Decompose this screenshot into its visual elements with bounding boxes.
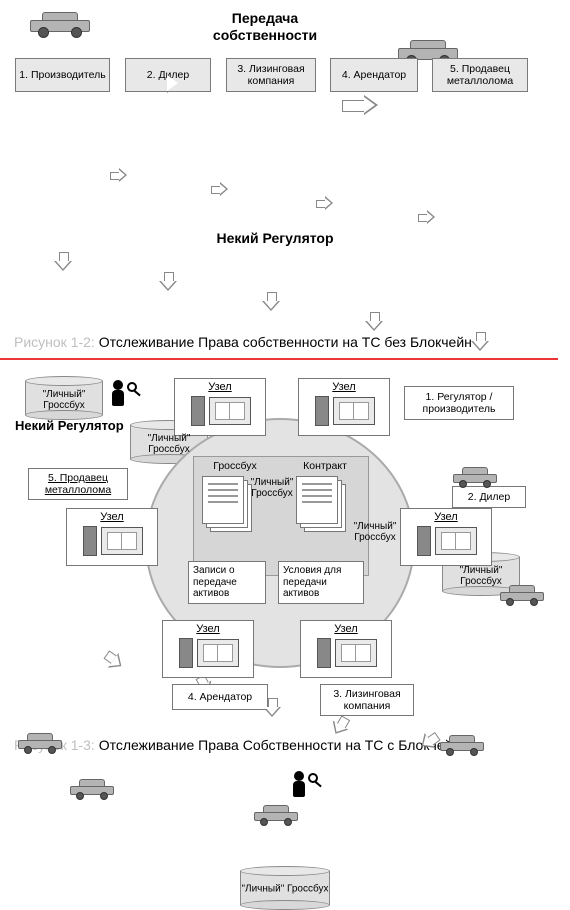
figure-1: Передача собственности 1. Производитель … bbox=[0, 0, 570, 330]
arrow-down-icon bbox=[262, 292, 280, 312]
regulator-label: Некий Регулятор bbox=[190, 230, 360, 247]
ledger-label: "Личный" Гроссбух bbox=[130, 433, 208, 455]
node-title: Узел bbox=[401, 511, 491, 523]
arrow-down-icon bbox=[471, 332, 489, 352]
ledger-cylinder: "Личный" Гроссбух bbox=[240, 866, 330, 910]
arrow-right-icon bbox=[418, 210, 436, 224]
caption-text: Отслеживание Права собственности на ТС б… bbox=[99, 334, 472, 350]
node-box: Узел bbox=[174, 378, 266, 436]
figure-2: Некий Регулятор Гроссбух Контракт Записи… bbox=[0, 368, 570, 733]
arrow-down-icon bbox=[159, 272, 177, 292]
fig1-header: Передача собственности bbox=[200, 10, 330, 44]
stage-box: 4. Арендатор bbox=[330, 58, 418, 92]
car-icon bbox=[440, 734, 484, 756]
contract-note: Условия для передачи активов bbox=[278, 561, 364, 604]
car-icon bbox=[70, 778, 114, 800]
node-box: Узел bbox=[300, 620, 392, 678]
node-title: Узел bbox=[299, 381, 389, 393]
participant-label: 3. Лизинговая компания bbox=[324, 688, 410, 712]
participant-label: 1. Регулятор / производитель bbox=[408, 391, 510, 415]
node-box: Узел bbox=[162, 620, 254, 678]
ledger-label: "Личный" Гроссбух bbox=[336, 521, 414, 543]
arrow-right-icon bbox=[211, 182, 229, 196]
ledger-label: "Личный" Гроссбух bbox=[442, 565, 520, 587]
node-title: Узел bbox=[67, 511, 157, 523]
node-title: Узел bbox=[175, 381, 265, 393]
stage-box: 3. Лизинговая компания bbox=[226, 58, 316, 92]
stage-label: 4. Арендатор bbox=[342, 69, 406, 81]
divider bbox=[0, 358, 558, 360]
figure-2-caption: Рисунок 1-3: Отслеживание Права Собствен… bbox=[0, 733, 570, 757]
car-icon bbox=[30, 10, 90, 38]
center-ledger-label: Гроссбух bbox=[200, 460, 270, 472]
regulator-icon bbox=[105, 380, 131, 412]
stage-box: 5. Продавец металлолома bbox=[432, 58, 528, 92]
participant-label: 2. Дилер bbox=[468, 491, 510, 503]
arrow-right-icon bbox=[110, 168, 128, 182]
ledger-label: "Личный" Гроссбух bbox=[25, 389, 103, 411]
participant-label: 4. Арендатор bbox=[188, 691, 252, 703]
stage-label: 1. Производитель bbox=[19, 69, 105, 81]
node-box: Узел bbox=[298, 378, 390, 436]
participant-box: 2. Дилер bbox=[452, 486, 526, 508]
ledger-label: "Личный" Гроссбух bbox=[233, 477, 311, 499]
center-contract-label: Контракт bbox=[290, 460, 360, 472]
participant-label: 5. Продавец металлолома bbox=[32, 472, 124, 496]
node-box: Узел bbox=[66, 508, 158, 566]
regulator-icon bbox=[286, 771, 312, 803]
ledger-note: Записи о передаче активов bbox=[188, 561, 266, 604]
arrow-down-icon bbox=[365, 312, 383, 332]
regulator-label: Некий Регулятор bbox=[15, 418, 155, 433]
participant-box: 5. Продавец металлолома bbox=[28, 468, 128, 500]
car-icon bbox=[500, 584, 544, 606]
participant-box: 1. Регулятор / производитель bbox=[404, 386, 514, 420]
ledger-label: "Личный" Гроссбух bbox=[240, 884, 330, 895]
arrow-down-icon bbox=[54, 252, 72, 272]
car-icon bbox=[453, 466, 497, 488]
caption-prefix: Рисунок 1-2: bbox=[14, 334, 99, 350]
stage-box: 1. Производитель bbox=[15, 58, 110, 92]
arrow-right-icon bbox=[342, 94, 380, 116]
arrow-right-icon bbox=[316, 196, 334, 210]
stage-label: 5. Продавец металлолома bbox=[435, 63, 525, 87]
node-title: Узел bbox=[301, 623, 391, 635]
stage-label: 3. Лизинговая компания bbox=[229, 63, 313, 87]
participant-box: 4. Арендатор bbox=[172, 684, 268, 710]
car-icon bbox=[254, 804, 298, 826]
node-title: Узел bbox=[163, 623, 253, 635]
participant-box: 3. Лизинговая компания bbox=[320, 684, 414, 716]
caption-text: Отслеживание Права Собственности на ТС с… bbox=[99, 737, 460, 753]
car-icon bbox=[18, 732, 62, 754]
